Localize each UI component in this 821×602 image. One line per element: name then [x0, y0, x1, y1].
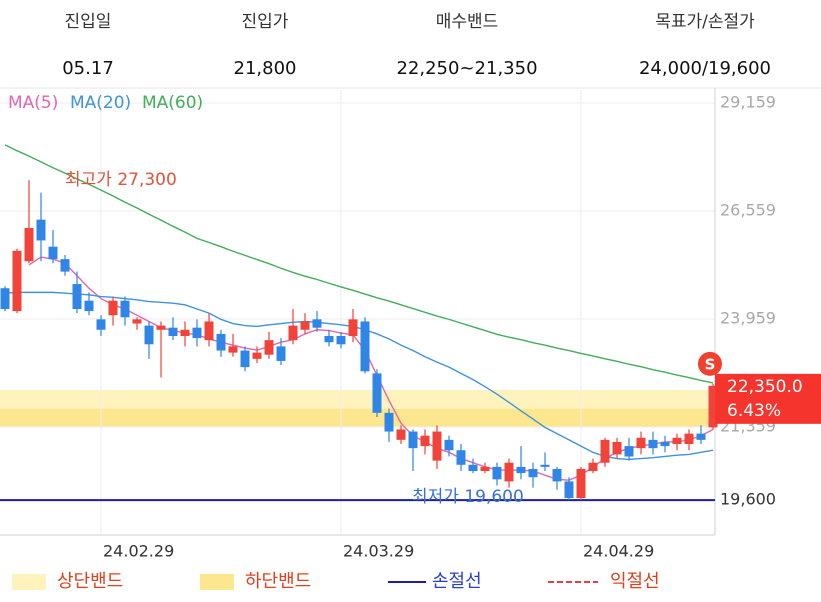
candle-body [48, 246, 58, 260]
candle-body [276, 346, 286, 361]
candle-body [696, 433, 706, 440]
candle-body [108, 300, 118, 316]
y-tick-label: 23,959 [720, 309, 776, 328]
value-cell: 24,000/19,600 [639, 58, 771, 79]
band [0, 408, 715, 428]
candle-body [468, 464, 478, 472]
header-cell: 매수밴드 [436, 12, 499, 32]
candle-body [192, 327, 202, 339]
candle-body [120, 300, 130, 318]
candle-body [408, 431, 418, 449]
candle-body [456, 450, 466, 465]
candle-body [336, 335, 346, 345]
price-box [715, 373, 821, 424]
candle-body [432, 431, 442, 461]
legend-label: MA(5) [8, 93, 58, 113]
candle-body [552, 468, 562, 482]
ma-line [4, 291, 714, 461]
signal-icon [698, 351, 722, 376]
value-cell: 22,250~21,350 [396, 58, 537, 79]
candle-body [240, 350, 250, 368]
legend-label: 상단밴드 [57, 571, 123, 592]
change-label: 6.43% [727, 401, 781, 421]
candle-body [0, 288, 10, 309]
legend-label: 익절선 [610, 571, 660, 592]
candle-body [252, 352, 262, 359]
candle-body [204, 321, 214, 341]
candle-body [396, 429, 406, 440]
candle-body [36, 219, 46, 241]
ma-line [28, 256, 714, 481]
candle-body [588, 462, 598, 472]
candle-body [144, 325, 154, 345]
candle-body [372, 373, 382, 413]
legend-label: 하단밴드 [245, 571, 311, 592]
candle-body [60, 259, 70, 272]
candle-body [384, 412, 394, 432]
legend-label: MA(60) [142, 93, 203, 113]
legend-label: 손절선 [432, 571, 482, 592]
candle-body [672, 437, 682, 445]
y-tick-label: 19,600 [720, 490, 776, 509]
header-cell: 진입가 [242, 12, 289, 32]
header-cell: 목표가/손절가 [655, 12, 755, 32]
candle-body [180, 329, 190, 336]
x-tick-label: 24.04.29 [583, 542, 654, 561]
candle-body [480, 466, 490, 472]
ma-line [4, 144, 714, 384]
annotation: 최저가 19,600 [412, 487, 524, 507]
band [0, 390, 715, 409]
candle-body [216, 333, 226, 351]
signal-letter: S [705, 355, 716, 373]
candle-body [24, 227, 34, 262]
candle-body [288, 325, 298, 341]
value-cell: 05.17 [62, 58, 114, 79]
x-tick-label: 24.03.29 [343, 542, 414, 561]
candle-body [312, 319, 322, 328]
candle-body [540, 464, 550, 467]
candle-body [132, 319, 142, 324]
candle-body [516, 466, 526, 474]
y-tick-label: 26,559 [720, 200, 776, 219]
candle-body [564, 481, 574, 499]
candle-body [300, 321, 310, 330]
value-cell: 21,800 [234, 58, 297, 79]
candle-body [708, 385, 718, 428]
candle-body [600, 439, 610, 463]
legend-label: MA(20) [70, 93, 131, 113]
candle-body [96, 319, 106, 330]
candle-body [264, 340, 274, 355]
candle-body [612, 441, 622, 455]
candle-body [12, 250, 22, 312]
candle-body [360, 321, 370, 372]
candle-body [624, 446, 634, 457]
candle-body [72, 284, 82, 309]
candle-body [420, 435, 430, 447]
candle-body [648, 439, 658, 449]
y-tick-label: 29,159 [720, 92, 776, 111]
price-label: 22,350.0 [727, 377, 803, 397]
candle-body [492, 466, 502, 480]
candle-body [168, 327, 178, 336]
candle-body [348, 319, 358, 336]
candle-body [504, 462, 514, 482]
legend-swatch [200, 574, 234, 590]
candle-body [528, 468, 538, 478]
candle-body [636, 437, 646, 449]
candle-body [684, 433, 694, 445]
legend-swatch [12, 574, 46, 590]
candle-body [660, 441, 670, 447]
candle-body [444, 439, 454, 451]
candle-body [576, 468, 586, 499]
annotation: 최고가 27,300 [65, 170, 177, 190]
candle-body [228, 346, 238, 353]
candle-body [84, 300, 94, 312]
candle-body [156, 325, 166, 330]
x-tick-label: 24.02.29 [103, 542, 174, 561]
candle-body [324, 335, 334, 343]
header-cell: 진입일 [65, 12, 112, 32]
